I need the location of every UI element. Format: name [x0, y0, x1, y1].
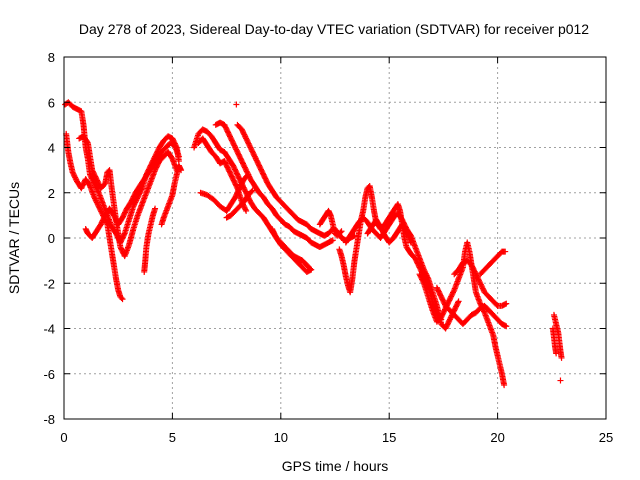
grid-lines	[64, 57, 606, 419]
x-tick-label: 5	[169, 430, 176, 445]
x-axis-label: GPS time / hours	[282, 458, 389, 474]
tick-labels: 0 5 10 15 20 25 -8 -6 -4 -2 0 2 4 6 8	[43, 50, 613, 445]
data-point	[175, 153, 182, 160]
data-point	[95, 188, 102, 195]
data-point	[450, 288, 457, 295]
data-point	[553, 350, 560, 357]
y-tick-label: 2	[48, 186, 55, 201]
data-point	[118, 294, 125, 301]
data-point	[338, 228, 345, 235]
y-tick-label: -4	[43, 322, 55, 337]
data-point	[557, 377, 564, 384]
data-point	[455, 298, 462, 305]
data-point	[502, 248, 509, 255]
data-point	[454, 299, 461, 306]
x-tick-label: 25	[599, 430, 613, 445]
data-point	[152, 205, 159, 212]
data-point	[243, 207, 250, 214]
data-point	[121, 231, 128, 238]
data-point	[103, 220, 110, 227]
data-point	[244, 172, 251, 179]
data-point	[248, 188, 255, 195]
axis-ticks	[63, 56, 607, 420]
x-tick-label: 0	[60, 430, 67, 445]
y-tick-label: 8	[48, 50, 55, 65]
data-point	[308, 266, 315, 273]
data-point	[242, 206, 249, 213]
data-points	[62, 99, 565, 389]
data-point	[424, 274, 431, 281]
data-point	[119, 296, 126, 303]
y-tick-label: 6	[48, 95, 55, 110]
data-point	[245, 171, 252, 178]
y-tick-label: -6	[43, 367, 55, 382]
data-point	[249, 187, 256, 194]
data-point	[84, 138, 91, 145]
x-tick-label: 10	[274, 430, 288, 445]
chart-title: Day 278 of 2023, Sidereal Day-to-day VTE…	[79, 21, 589, 37]
data-point	[558, 354, 565, 361]
data-point	[329, 237, 336, 244]
y-axis-label: SDTVAR / TECUs	[6, 182, 22, 294]
y-tick-label: -2	[43, 276, 55, 291]
x-tick-label: 15	[382, 430, 396, 445]
data-point	[503, 323, 510, 330]
data-point	[178, 167, 185, 174]
data-point	[503, 300, 510, 307]
y-tick-label: 0	[48, 231, 55, 246]
data-point	[501, 382, 508, 389]
y-tick-label: 4	[48, 141, 55, 156]
y-tick-label: -8	[43, 412, 55, 427]
x-tick-label: 20	[490, 430, 504, 445]
data-point	[337, 229, 344, 236]
data-point	[420, 278, 427, 285]
data-point	[233, 101, 240, 108]
data-point	[407, 239, 414, 246]
